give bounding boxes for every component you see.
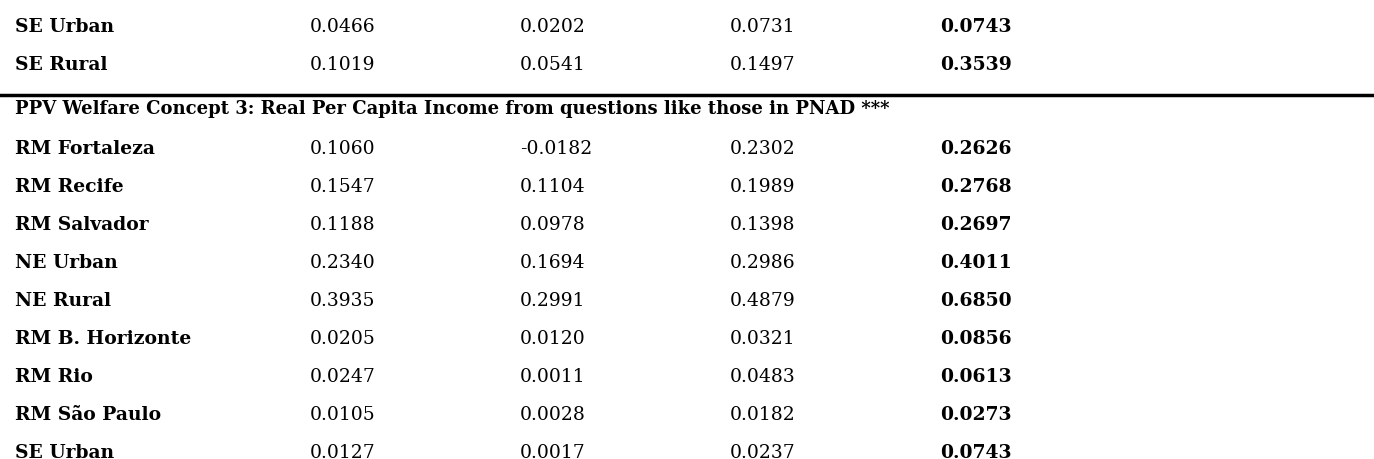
Text: PPV Welfare Concept 3: Real Per Capita Income from questions like those in PNAD : PPV Welfare Concept 3: Real Per Capita I… [15, 100, 889, 118]
Text: RM B. Horizonte: RM B. Horizonte [15, 330, 191, 348]
Text: 0.0541: 0.0541 [519, 56, 585, 74]
Text: SE Urban: SE Urban [15, 18, 114, 36]
Text: 0.0613: 0.0613 [940, 368, 1011, 386]
Text: 0.1694: 0.1694 [519, 254, 585, 272]
Text: 0.0731: 0.0731 [730, 18, 796, 36]
Text: 0.0127: 0.0127 [311, 444, 375, 459]
Text: 0.0028: 0.0028 [519, 406, 585, 424]
Text: 0.0202: 0.0202 [519, 18, 585, 36]
Text: SE Urban: SE Urban [15, 444, 114, 459]
Text: RM Rio: RM Rio [15, 368, 93, 386]
Text: 0.2768: 0.2768 [940, 178, 1011, 196]
Text: 0.0247: 0.0247 [311, 368, 376, 386]
Text: 0.1989: 0.1989 [730, 178, 796, 196]
Text: 0.0321: 0.0321 [730, 330, 796, 348]
Text: 0.0182: 0.0182 [730, 406, 796, 424]
Text: 0.1188: 0.1188 [311, 216, 375, 234]
Text: 0.0743: 0.0743 [940, 18, 1011, 36]
Text: 0.0105: 0.0105 [311, 406, 375, 424]
Text: 0.0743: 0.0743 [940, 444, 1011, 459]
Text: 0.0120: 0.0120 [519, 330, 585, 348]
Text: 0.6850: 0.6850 [940, 292, 1011, 310]
Text: 0.1019: 0.1019 [311, 56, 375, 74]
Text: 0.4879: 0.4879 [730, 292, 796, 310]
Text: 0.1104: 0.1104 [519, 178, 585, 196]
Text: RM Salvador: RM Salvador [15, 216, 148, 234]
Text: -0.0182: -0.0182 [519, 140, 592, 158]
Text: 0.2991: 0.2991 [519, 292, 585, 310]
Text: 0.0483: 0.0483 [730, 368, 796, 386]
Text: 0.2340: 0.2340 [311, 254, 375, 272]
Text: 0.0205: 0.0205 [311, 330, 376, 348]
Text: 0.0273: 0.0273 [940, 406, 1011, 424]
Text: 0.0237: 0.0237 [730, 444, 796, 459]
Text: 0.0011: 0.0011 [519, 368, 585, 386]
Text: RM Recife: RM Recife [15, 178, 124, 196]
Text: 0.0466: 0.0466 [311, 18, 375, 36]
Text: 0.1060: 0.1060 [311, 140, 375, 158]
Text: 0.1547: 0.1547 [311, 178, 375, 196]
Text: 0.3935: 0.3935 [311, 292, 375, 310]
Text: NE Urban: NE Urban [15, 254, 118, 272]
Text: RM São Paulo: RM São Paulo [15, 406, 161, 424]
Text: 0.1497: 0.1497 [730, 56, 796, 74]
Text: 0.2626: 0.2626 [940, 140, 1011, 158]
Text: NE Rural: NE Rural [15, 292, 111, 310]
Text: 0.0856: 0.0856 [940, 330, 1011, 348]
Text: 0.3539: 0.3539 [940, 56, 1011, 74]
Text: 0.4011: 0.4011 [940, 254, 1011, 272]
Text: 0.2986: 0.2986 [730, 254, 796, 272]
Text: SE Rural: SE Rural [15, 56, 107, 74]
Text: RM Fortaleza: RM Fortaleza [15, 140, 155, 158]
Text: 0.2302: 0.2302 [730, 140, 796, 158]
Text: 0.1398: 0.1398 [730, 216, 796, 234]
Text: 0.2697: 0.2697 [940, 216, 1011, 234]
Text: 0.0978: 0.0978 [519, 216, 585, 234]
Text: 0.0017: 0.0017 [519, 444, 585, 459]
